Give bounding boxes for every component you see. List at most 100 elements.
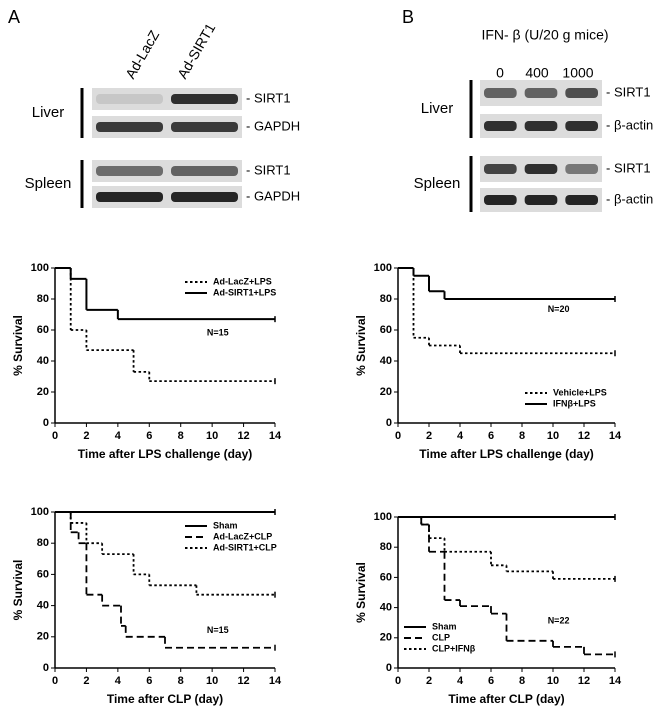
blot-band	[484, 164, 517, 174]
x-axis-title: Time after LPS challenge (day)	[419, 447, 594, 461]
x-tick-label: 0	[395, 675, 401, 687]
blot-band	[565, 88, 598, 98]
protein-label: - SIRT1	[606, 84, 651, 99]
legend-label: CLP	[432, 632, 450, 642]
blot-band	[524, 121, 558, 131]
blot-band	[484, 88, 517, 98]
blot-band	[96, 166, 163, 176]
x-tick-label: 8	[519, 430, 525, 442]
blot-band	[524, 88, 558, 98]
x-tick-label: 6	[488, 430, 494, 442]
protein-label: - GAPDH	[246, 118, 300, 133]
y-tick-label: 40	[37, 355, 49, 367]
lane-label: 1000	[562, 65, 593, 81]
blot-band	[171, 122, 238, 132]
y-tick-label: 20	[37, 631, 49, 643]
blot-strip	[92, 160, 242, 182]
lane-label: Ad-LacZ	[122, 27, 163, 81]
blot-strip	[92, 116, 242, 138]
blot-band	[171, 166, 238, 176]
blot-band	[565, 164, 598, 174]
x-tick-label: 10	[547, 675, 559, 687]
y-tick-label: 80	[380, 293, 392, 305]
x-tick-label: 2	[83, 430, 89, 442]
x-tick-label: 4	[115, 430, 122, 442]
x-tick-label: 0	[52, 430, 58, 442]
blot-band	[484, 195, 517, 205]
y-tick-label: 60	[380, 571, 392, 583]
x-tick-label: 0	[395, 430, 401, 442]
x-tick-label: 6	[488, 675, 494, 687]
tissue-label: Spleen	[25, 175, 72, 192]
blot-band	[171, 94, 238, 104]
blot-band	[524, 164, 558, 174]
blot-band	[96, 192, 163, 202]
blot-band	[96, 94, 163, 104]
protein-label: - SIRT1	[606, 160, 651, 175]
x-tick-label: 4	[115, 675, 122, 687]
x-tick-label: 12	[578, 430, 590, 442]
y-tick-label: 100	[31, 506, 49, 518]
x-tick-label: 14	[609, 430, 622, 442]
legend-label: Ad-SIRT1+LPS	[213, 287, 276, 297]
protein-label: - GAPDH	[246, 188, 300, 203]
x-tick-label: 4	[457, 675, 464, 687]
annotation: N=20	[548, 304, 570, 314]
y-tick-label: 0	[43, 417, 49, 429]
lane-label: 0	[496, 65, 504, 81]
x-tick-label: 0	[52, 675, 58, 687]
protein-label: - β-actin	[606, 191, 653, 206]
blot-band	[565, 121, 598, 131]
x-tick-label: 12	[237, 675, 249, 687]
y-tick-label: 80	[380, 541, 392, 553]
x-tick-label: 12	[578, 675, 590, 687]
y-tick-label: 60	[37, 568, 49, 580]
y-axis-title: % Survival	[11, 315, 25, 376]
tissue-label: Spleen	[414, 175, 461, 192]
x-tick-label: 14	[609, 675, 622, 687]
legend-label: CLP+IFNβ	[432, 643, 476, 653]
y-tick-label: 60	[37, 324, 49, 336]
panel-letter: B	[402, 7, 414, 27]
y-tick-label: 80	[37, 293, 49, 305]
x-tick-label: 10	[547, 430, 559, 442]
x-axis-title: Time after CLP (day)	[107, 692, 223, 706]
lane-label: Ad-SIRT1	[174, 20, 219, 81]
lane-label: 400	[525, 65, 549, 81]
legend-label: Vehicle+LPS	[553, 387, 607, 397]
legend-label: Ad-LacZ+CLP	[213, 531, 272, 541]
y-tick-label: 60	[380, 324, 392, 336]
x-axis-title: Time after LPS challenge (day)	[78, 447, 253, 461]
y-tick-label: 40	[380, 355, 392, 367]
blot-strip	[92, 186, 242, 208]
x-tick-label: 8	[178, 675, 184, 687]
y-tick-label: 20	[380, 386, 392, 398]
x-tick-label: 8	[178, 430, 184, 442]
x-tick-label: 12	[237, 430, 249, 442]
blot-band	[96, 122, 163, 132]
y-tick-label: 0	[43, 662, 49, 674]
x-tick-label: 4	[457, 430, 464, 442]
annotation: N=15	[207, 625, 229, 635]
y-tick-label: 0	[386, 417, 392, 429]
x-tick-label: 6	[146, 430, 152, 442]
x-tick-label: 14	[269, 675, 282, 687]
blot-header: IFN- β (U/20 g mice)	[481, 27, 608, 43]
legend-label: Ad-LacZ+LPS	[213, 276, 272, 286]
blot-band	[565, 195, 598, 205]
y-tick-label: 20	[380, 632, 392, 644]
blot-band	[524, 195, 558, 205]
y-axis-title: % Survival	[354, 562, 368, 623]
blot-strip	[92, 88, 242, 110]
annotation: N=22	[548, 616, 570, 626]
y-axis-title: % Survival	[354, 315, 368, 376]
annotation: N=15	[207, 327, 229, 337]
legend-label: Sham	[432, 621, 457, 631]
protein-label: - SIRT1	[246, 90, 291, 105]
y-tick-label: 100	[31, 262, 49, 274]
y-tick-label: 100	[374, 511, 392, 523]
y-tick-label: 40	[380, 602, 392, 614]
y-axis-title: % Survival	[11, 560, 25, 621]
legend-label: Ad-SIRT1+CLP	[213, 542, 277, 552]
